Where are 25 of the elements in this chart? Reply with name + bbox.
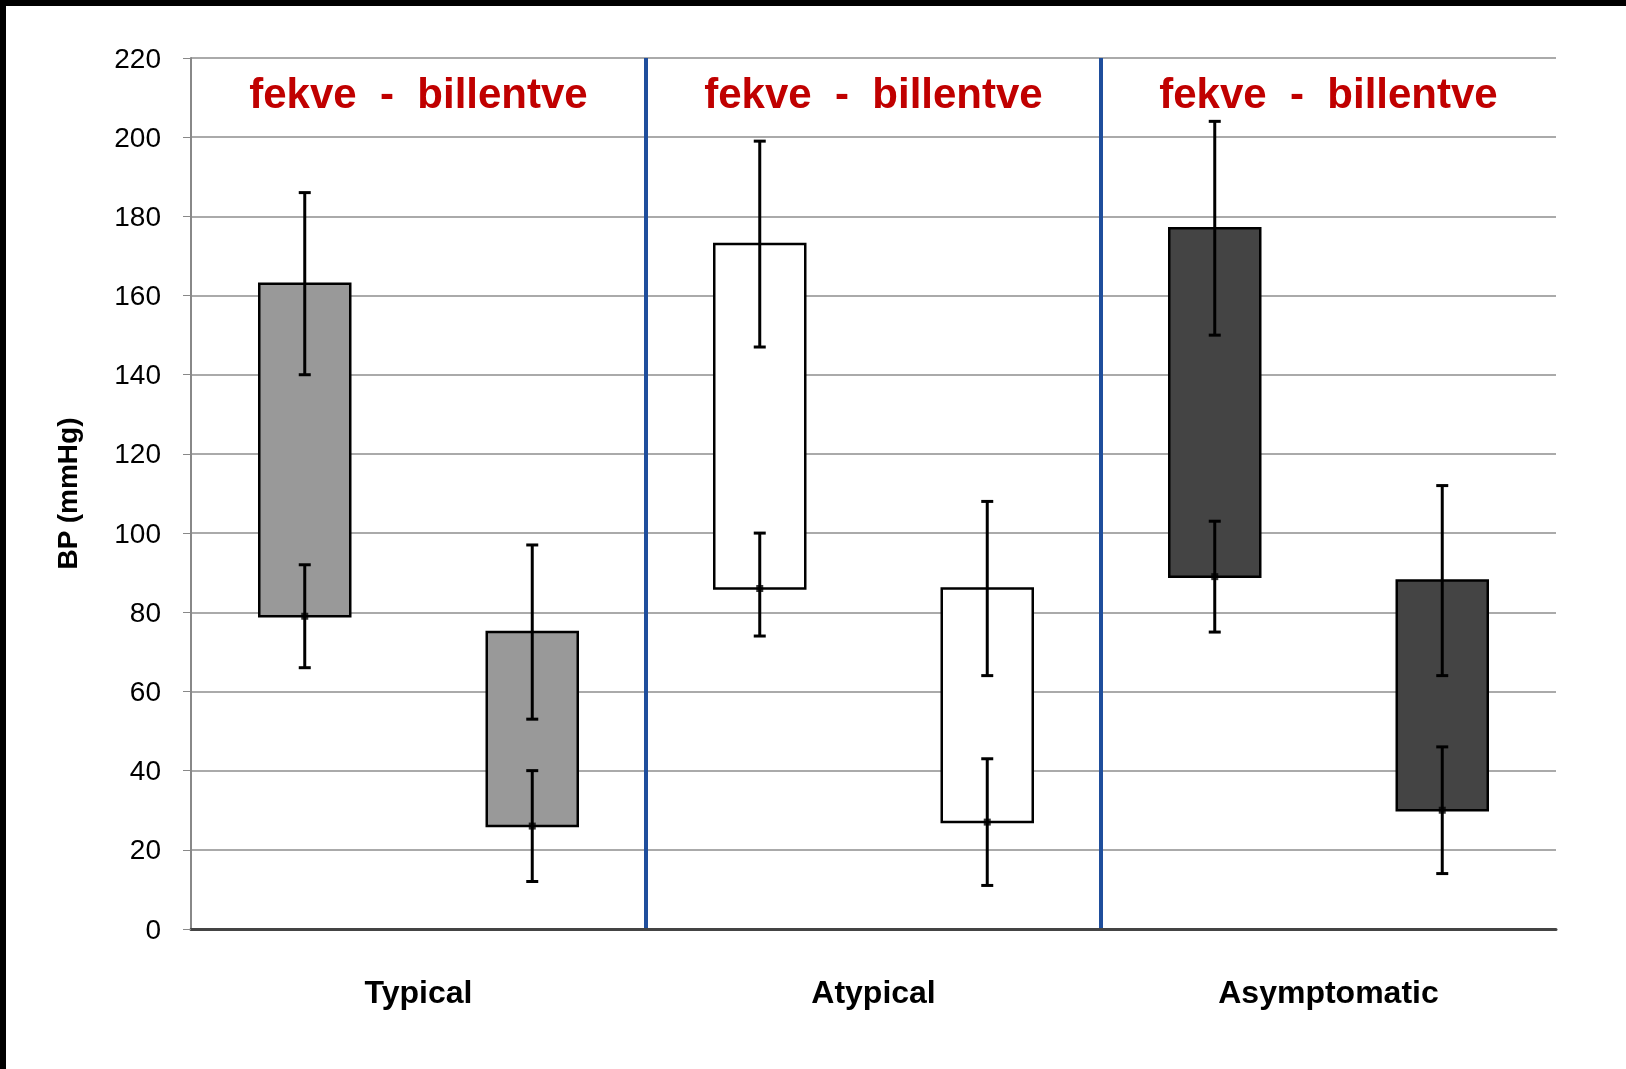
y-tick-label: 160 — [114, 280, 161, 312]
y-tick-label: 180 — [114, 200, 161, 232]
point — [983, 818, 991, 826]
point — [756, 585, 764, 593]
annotation: fekve - billentve — [1159, 69, 1498, 117]
point — [1438, 806, 1446, 814]
y-tick-label: 100 — [114, 517, 161, 549]
annotation: fekve - billentve — [249, 69, 588, 117]
y-tick-label: 80 — [129, 596, 161, 628]
y-axis-title: BP (mmHg) — [51, 417, 83, 570]
text: Asymptomatic — [1218, 974, 1439, 1010]
text: Typical — [364, 974, 473, 1010]
y-tick-label: 120 — [114, 438, 161, 470]
point — [301, 612, 309, 620]
y-tick-label: 20 — [129, 834, 161, 866]
y-tick-label: 60 — [129, 675, 161, 707]
point — [528, 822, 536, 830]
y-tick-label: 140 — [114, 359, 161, 391]
y-tick-label: 200 — [114, 121, 161, 153]
point — [1211, 573, 1219, 581]
y-tick-label: 0 — [145, 913, 161, 945]
annotation: fekve - billentve — [704, 69, 1043, 117]
y-tick-label: 40 — [129, 755, 161, 787]
y-tick-label: 220 — [114, 42, 161, 74]
text: Atypical — [811, 974, 936, 1010]
